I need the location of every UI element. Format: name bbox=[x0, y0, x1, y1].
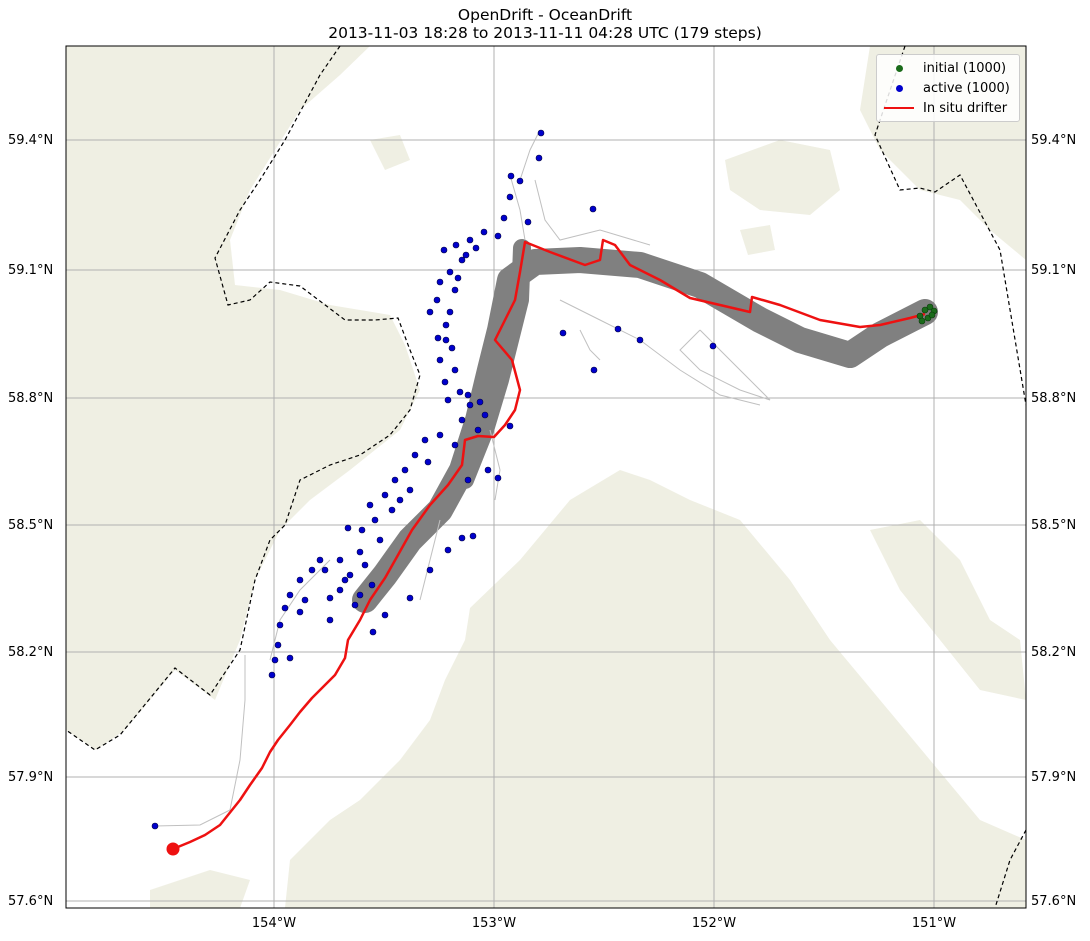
lat-label-right-5: 57.9°N bbox=[1031, 770, 1076, 785]
land-small-island-2 bbox=[740, 225, 775, 255]
land-kodiak bbox=[285, 470, 1026, 908]
land-small-island-1 bbox=[370, 135, 410, 170]
map-title: OpenDrift - OceanDrift 2013-11-03 18:28 … bbox=[0, 6, 1090, 42]
lat-labels-right: 59.4°N 59.1°N 58.8°N 58.5°N 58.2°N 57.9°… bbox=[1031, 133, 1076, 909]
legend-initial-label: initial (1000) bbox=[923, 60, 1007, 76]
legend-item-active: active (1000) bbox=[883, 79, 1010, 97]
land-island-small-s bbox=[150, 870, 250, 908]
title-line-1: OpenDrift - OceanDrift bbox=[457, 6, 633, 24]
trajectory-lines bbox=[154, 129, 771, 827]
drifter-start-marker bbox=[166, 842, 180, 856]
lat-label-left-2: 58.8°N bbox=[8, 391, 53, 406]
active-particles bbox=[151, 129, 717, 830]
land-kenai-island bbox=[725, 140, 840, 215]
lon-label-1: 153°W bbox=[472, 916, 516, 931]
lat-label-left-0: 59.4°N bbox=[8, 133, 53, 148]
lat-label-right-6: 57.6°N bbox=[1031, 894, 1076, 909]
lat-label-right-2: 58.8°N bbox=[1031, 391, 1076, 406]
map-legend: initial (1000) active (1000) In situ dri… bbox=[876, 54, 1020, 122]
legend-item-initial: initial (1000) bbox=[883, 59, 1006, 77]
title-line-2: 2013-11-03 18:28 to 2013-11-11 04:28 UTC… bbox=[328, 24, 762, 42]
lat-label-left-1: 59.1°N bbox=[8, 263, 53, 278]
lon-labels: 154°W 153°W 152°W 151°W bbox=[252, 916, 956, 931]
land-island-east bbox=[870, 520, 1026, 700]
lon-label-3: 151°W bbox=[912, 916, 956, 931]
lat-labels-left: 59.4°N 59.1°N 58.8°N 58.5°N 58.2°N 57.9°… bbox=[8, 133, 53, 909]
lat-label-left-5: 57.9°N bbox=[8, 770, 53, 785]
legend-active-label: active (1000) bbox=[923, 80, 1010, 96]
lat-label-left-3: 58.5°N bbox=[8, 518, 53, 533]
legend-drifter-label: In situ drifter bbox=[923, 100, 1008, 116]
plume-band-core bbox=[456, 239, 531, 489]
lat-label-right-4: 58.2°N bbox=[1031, 645, 1076, 660]
border-lines bbox=[66, 46, 1026, 908]
legend-item-drifter: In situ drifter bbox=[883, 99, 1007, 117]
legend-active-marker bbox=[895, 84, 903, 92]
trajectory-plume bbox=[352, 239, 938, 613]
lat-label-right-0: 59.4°N bbox=[1031, 133, 1076, 148]
lat-label-left-4: 58.2°N bbox=[8, 645, 53, 660]
lat-label-left-6: 57.6°N bbox=[8, 894, 53, 909]
legend-initial-marker bbox=[895, 64, 903, 72]
lon-label-2: 152°W bbox=[692, 916, 736, 931]
lon-label-0: 154°W bbox=[252, 916, 296, 931]
axes-frame bbox=[65, 45, 1027, 909]
lat-label-right-1: 59.1°N bbox=[1031, 263, 1076, 278]
in-situ-drifter-track bbox=[172, 238, 926, 851]
legend-drifter-line bbox=[884, 107, 914, 109]
lat-label-right-3: 58.5°N bbox=[1031, 518, 1076, 533]
initial-particles bbox=[916, 303, 938, 325]
